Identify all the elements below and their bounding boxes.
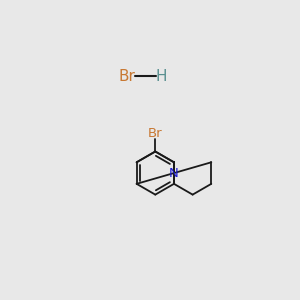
Text: N: N bbox=[169, 167, 179, 180]
Text: Br: Br bbox=[148, 127, 163, 140]
Text: Br: Br bbox=[118, 68, 135, 83]
Text: H: H bbox=[156, 68, 167, 83]
